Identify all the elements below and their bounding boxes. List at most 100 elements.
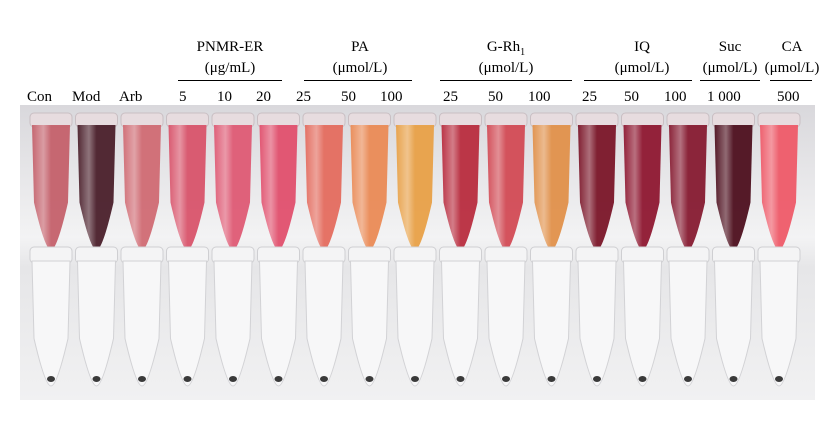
filled-tube [530,112,573,250]
tube-highlight [532,125,571,250]
group-pa-unit: (μmol/L) [332,60,388,76]
empty-tube [211,246,255,387]
group-suc-unit: (μmol/L) [702,60,758,76]
tube-body [122,260,162,387]
dose-ca-500: 500 [777,89,800,105]
filled-tube [348,112,391,250]
tube-body [213,260,253,387]
empty-tube [393,246,437,387]
filled-tube [120,112,164,250]
tube-highlight [168,125,207,250]
group-ca-underline [770,80,812,81]
tube-highlight [714,125,753,250]
cell-pellet [229,376,237,382]
group-ca-name: CA [781,39,803,55]
dose-pa-100: 100 [380,89,403,105]
cell-pellet [274,376,283,382]
tube-body [76,260,117,387]
filled-tube [484,112,528,250]
tube-cap [257,112,300,128]
cell-pellet [456,376,465,382]
label-con: Con [27,89,53,105]
group-suc-underline [700,80,760,81]
tube-body [258,260,299,387]
tube-highlight [77,125,116,250]
tube-cap [439,112,482,128]
tube-body [713,260,754,387]
group-pa-name: PA [351,39,369,55]
filled-tube [29,112,73,250]
tube-body [395,260,435,387]
empty-tube [257,246,300,387]
group-iq-underline [584,80,692,81]
tube-highlight [32,125,70,250]
tube-body [304,260,344,387]
group-pnmr-underline [178,80,282,81]
tube-body [486,260,526,387]
tube-highlight [487,125,525,250]
filled-tube [575,112,619,250]
filled-tube [166,112,209,250]
group-pnmr-name: PNMR-ER [196,39,264,55]
label-mod: Mod [72,89,101,105]
group-grh-name-text: G-Rh [486,39,521,55]
dose-pnmr-20: 20 [256,89,271,105]
empty-tube [75,246,118,387]
cell-pellet [593,376,601,382]
tube-highlight [350,125,389,250]
empty-tube [666,246,710,387]
group-pnmr-unit: (μg/mL) [204,60,256,76]
tube-cap [211,112,255,128]
tube-cap [530,112,573,128]
tube-body [440,260,481,387]
cell-pellet [138,376,146,382]
empty-tube [302,246,346,387]
group-grh-unit: (μmol/L) [478,60,534,76]
dose-grh-25: 25 [443,89,458,105]
tube-photo-svg [20,105,815,400]
cell-pellet [775,376,783,382]
tube-highlight [578,125,616,250]
empty-tube [439,246,482,387]
dose-pnmr-5: 5 [179,89,187,105]
tube-cap [666,112,710,128]
tube-cap [348,112,391,128]
tube-highlight [259,125,298,250]
tube-cap [166,112,209,128]
tube-cap [29,112,73,128]
filled-tube [393,112,437,250]
cell-pellet [320,376,328,382]
dose-iq-100: 100 [664,89,687,105]
filled-tube [666,112,710,250]
group-ca-unit: (μmol/L) [764,60,820,76]
tube-highlight [123,125,161,250]
tube-body [668,260,708,387]
dose-grh-100: 100 [528,89,551,105]
tube-cap [757,112,801,128]
group-iq-name: IQ [634,39,650,55]
tube-body [349,260,390,387]
tube-highlight [441,125,480,250]
empty-tube [530,246,573,387]
tube-cap [302,112,346,128]
empty-tube [575,246,619,387]
dose-pa-50: 50 [341,89,356,105]
dose-pnmr-10: 10 [217,89,232,105]
tube-photo [20,105,815,400]
tube-body [167,260,208,387]
filled-tube [302,112,346,250]
filled-tube [712,112,755,250]
filled-tube [75,112,118,250]
dose-grh-50: 50 [488,89,503,105]
empty-tube [29,246,73,387]
bottom-tube-row [29,246,801,387]
filled-tube [757,112,801,250]
tube-highlight [760,125,798,250]
cell-pellet [547,376,556,382]
tube-cap [621,112,664,128]
group-iq-unit: (μmol/L) [614,60,670,76]
tube-body [759,260,799,387]
tube-body [577,260,617,387]
cell-pellet [365,376,374,382]
cell-pellet [183,376,192,382]
